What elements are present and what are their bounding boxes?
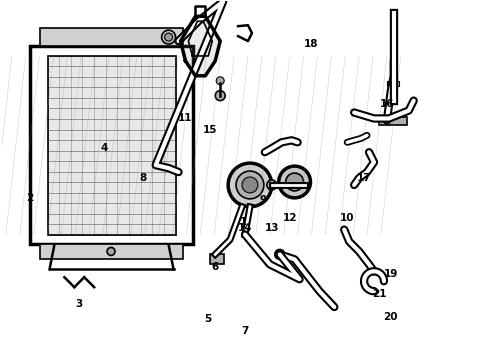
Bar bbox=[210, 255, 224, 264]
Text: 8: 8 bbox=[139, 173, 147, 183]
Circle shape bbox=[228, 163, 272, 207]
Bar bbox=[48, 56, 175, 235]
Bar bbox=[30, 46, 194, 244]
Text: 14: 14 bbox=[238, 222, 252, 233]
Bar bbox=[379, 117, 407, 125]
Text: 21: 21 bbox=[372, 289, 386, 299]
Text: 15: 15 bbox=[203, 125, 218, 135]
Circle shape bbox=[286, 173, 303, 191]
Circle shape bbox=[267, 180, 277, 190]
Text: 16: 16 bbox=[380, 99, 394, 109]
Text: 5: 5 bbox=[205, 314, 212, 324]
Text: 4: 4 bbox=[100, 143, 108, 153]
Text: 12: 12 bbox=[282, 213, 297, 223]
Circle shape bbox=[216, 77, 224, 85]
Text: 2: 2 bbox=[26, 193, 33, 203]
Bar bbox=[387, 81, 399, 86]
Circle shape bbox=[279, 166, 311, 198]
Circle shape bbox=[236, 171, 264, 199]
Text: 7: 7 bbox=[241, 326, 249, 336]
Polygon shape bbox=[180, 16, 220, 76]
Circle shape bbox=[107, 247, 115, 255]
Circle shape bbox=[215, 91, 225, 100]
Circle shape bbox=[242, 177, 258, 193]
Text: 6: 6 bbox=[212, 262, 219, 272]
Text: 1: 1 bbox=[240, 217, 246, 227]
Text: 9: 9 bbox=[259, 195, 267, 205]
Text: 19: 19 bbox=[384, 269, 398, 279]
Circle shape bbox=[275, 249, 285, 260]
Text: 17: 17 bbox=[357, 173, 371, 183]
Bar bbox=[40, 244, 183, 260]
Text: 10: 10 bbox=[340, 213, 354, 223]
Text: 3: 3 bbox=[75, 299, 83, 309]
Text: 18: 18 bbox=[304, 39, 319, 49]
Text: 20: 20 bbox=[384, 312, 398, 322]
Text: 11: 11 bbox=[178, 113, 193, 123]
Bar bbox=[40, 28, 183, 46]
Circle shape bbox=[165, 33, 172, 41]
Circle shape bbox=[162, 30, 175, 44]
Text: 13: 13 bbox=[265, 222, 279, 233]
